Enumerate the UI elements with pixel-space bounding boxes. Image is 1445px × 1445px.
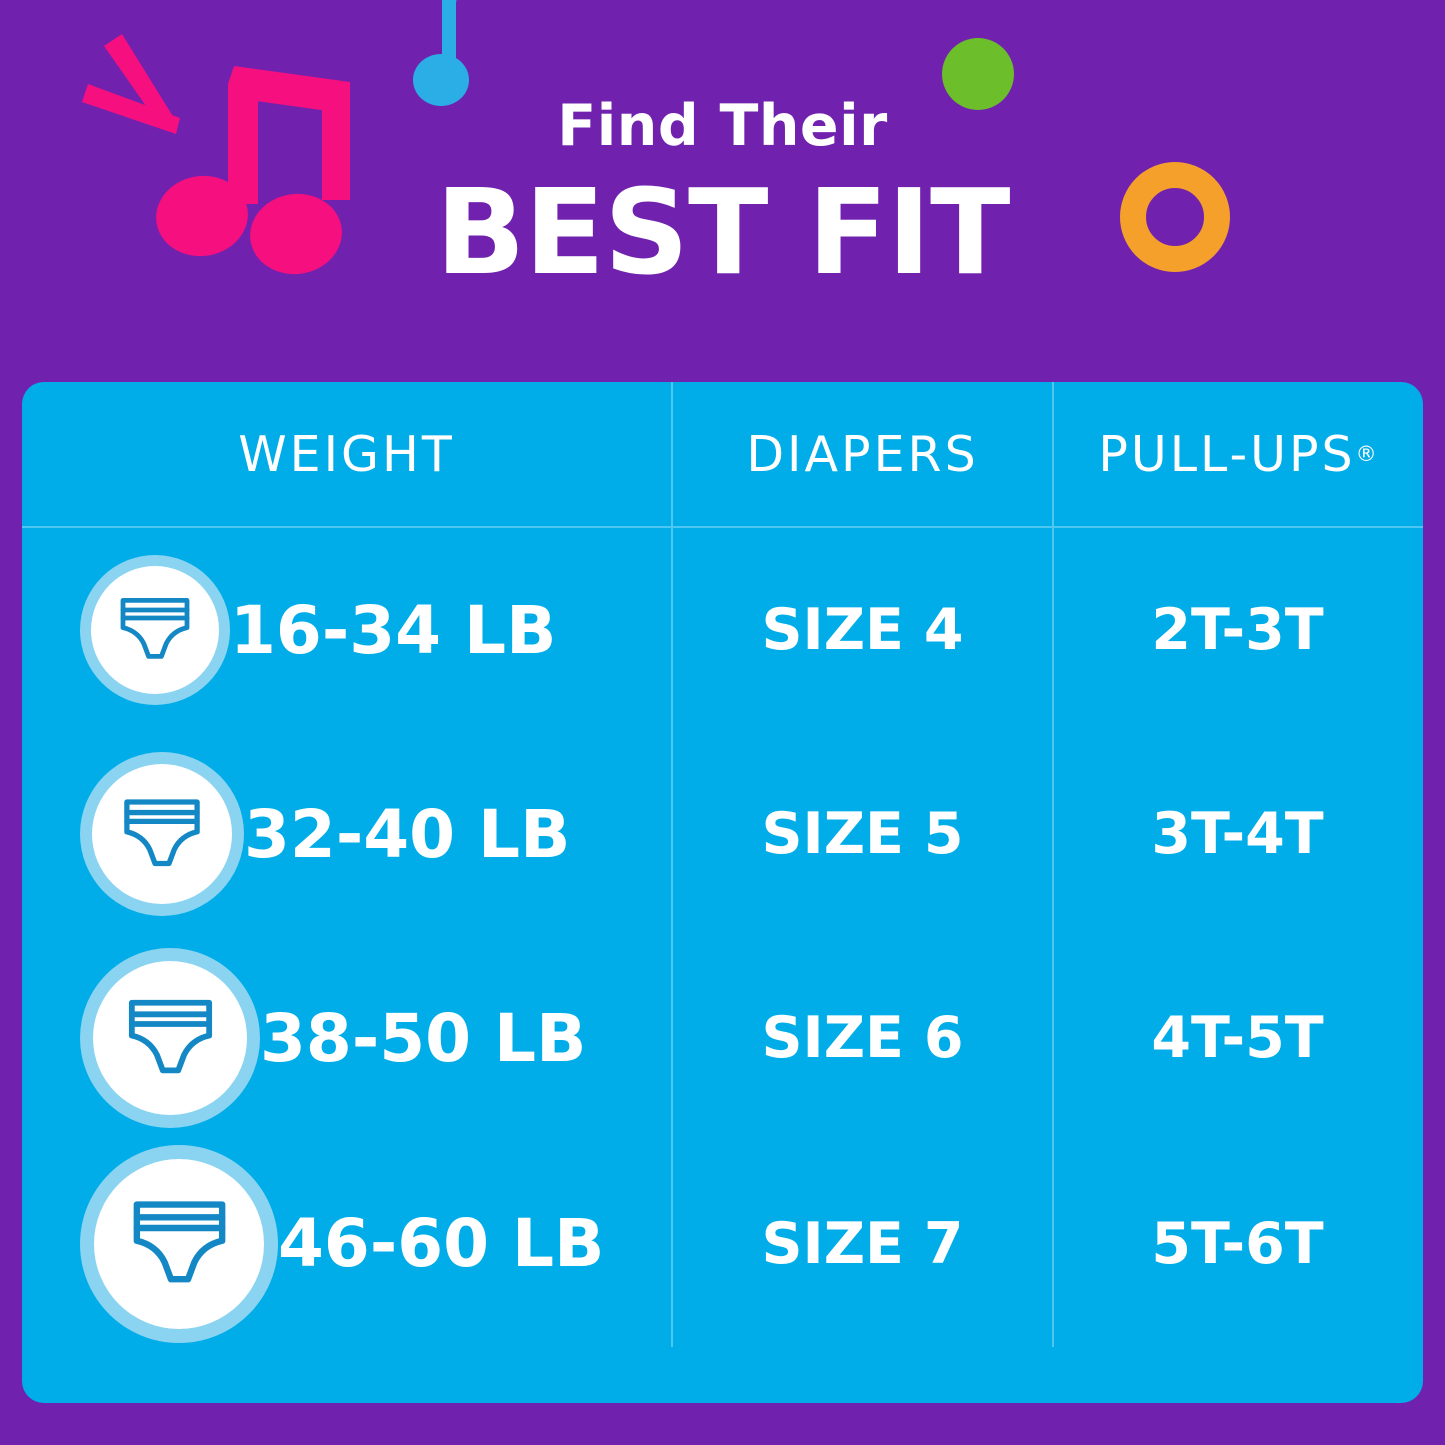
weight-value: 38-50 LB: [260, 999, 587, 1077]
column-header-pullups-label: PULL-UPS: [1098, 425, 1356, 483]
pullups-size-value: 2T-3T: [1052, 528, 1421, 732]
column-header-weight: WEIGHT: [238, 425, 455, 483]
weight-cell: 32-40 LB: [22, 732, 671, 936]
green-dot-decoration: [942, 38, 1014, 110]
pullups-size-value: 3T-4T: [1052, 732, 1421, 936]
weight-value: 46-60 LB: [278, 1205, 605, 1282]
diaper-size-value: SIZE 6: [671, 936, 1052, 1140]
diaper-size-value: SIZE 7: [671, 1140, 1052, 1347]
training-pants-icon: [80, 752, 244, 916]
diaper-size-value: SIZE 5: [671, 732, 1052, 936]
weight-cell: 38-50 LB: [22, 936, 671, 1140]
column-header-pullups: PULL-UPS ®: [1052, 382, 1421, 526]
table-row: 38-50 LB SIZE 6 4T-5T: [22, 936, 1423, 1140]
table-header-row: WEIGHT DIAPERS PULL-UPS ®: [22, 382, 1423, 528]
eyebrow-text: Find Their: [557, 93, 888, 159]
pink-music-note-icon: [82, 34, 350, 275]
table-row: 32-40 LB SIZE 5 3T-4T: [22, 732, 1423, 936]
title-block: Find Their BEST FIT: [0, 0, 1445, 301]
pullups-size-value: 4T-5T: [1052, 936, 1421, 1140]
weight-cell: 16-34 LB: [22, 528, 671, 732]
pullups-size-value: 5T-6T: [1052, 1140, 1421, 1347]
table-row: 46-60 LB SIZE 7 5T-6T: [22, 1140, 1423, 1347]
diaper-size-value: SIZE 4: [671, 528, 1052, 732]
training-pants-icon: [80, 948, 260, 1128]
training-pants-icon: [80, 1144, 278, 1343]
weight-cell: 46-60 LB: [22, 1140, 671, 1347]
table-row: 16-34 LB SIZE 4 2T-3T: [22, 528, 1423, 732]
weight-value: 16-34 LB: [230, 591, 557, 669]
page-title: BEST FIT: [435, 163, 1010, 301]
weight-value: 32-40 LB: [244, 795, 571, 873]
blue-music-note-icon: [413, 0, 469, 106]
header-banner: Find Their BEST FIT: [0, 0, 1445, 382]
training-pants-icon: [80, 555, 230, 705]
size-chart-table: WEIGHT DIAPERS PULL-UPS ® 16-34 LB SIZE: [22, 382, 1423, 1403]
registered-trademark-mark: ®: [1355, 442, 1377, 466]
column-header-diapers: DIAPERS: [671, 382, 1052, 526]
